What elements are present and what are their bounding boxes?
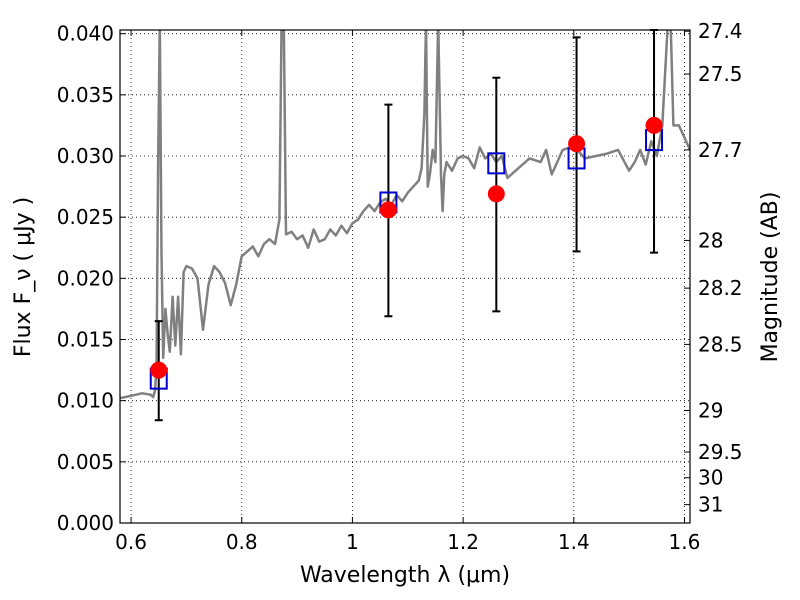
x-axis-title: Wavelength λ (μm)	[300, 563, 510, 588]
y2-tick-label: 28	[698, 228, 723, 252]
y2-tick-label: 29.5	[698, 440, 743, 464]
y-tick-label: 0.035	[57, 83, 114, 107]
x-tick-labels: 0.6 0.8 1 1.2 1.4 1.6	[115, 530, 700, 554]
y2-tick-label: 28.2	[698, 276, 743, 300]
x-tick-label: 0.6	[115, 530, 147, 554]
error-bars	[154, 29, 659, 422]
y2-tick-label: 30	[698, 466, 723, 490]
y-tick-label: 0.005	[57, 450, 114, 474]
axis-ticks	[120, 30, 690, 524]
x-tick-label: 1	[346, 530, 359, 554]
y2-axis-title: Magnitude (AB)	[758, 192, 783, 363]
plot-frame	[119, 29, 691, 524]
observed-point	[379, 201, 397, 219]
observed-point	[568, 135, 586, 153]
model-squares	[149, 129, 664, 390]
y-tick-label: 0.015	[57, 328, 114, 352]
observed-point	[645, 116, 663, 134]
y2-tick-label: 31	[698, 493, 723, 517]
x-tick-label: 0.8	[226, 530, 258, 554]
x-tick-label: 1.2	[447, 530, 479, 554]
model-square	[487, 152, 506, 175]
y-tick-label: 0.000	[57, 511, 114, 535]
observed-point	[150, 361, 168, 379]
y2-tick-label: 27.5	[698, 62, 743, 86]
grid-lines	[120, 30, 690, 524]
x-tick-label: 1.6	[669, 530, 701, 554]
y2-tick-label: 28.5	[698, 332, 743, 356]
spectrum-line	[120, 30, 690, 400]
y-tick-labels: 0.000 0.005 0.010 0.015 0.020 0.025 0.030 0.035…	[57, 22, 114, 535]
y2-tick-label: 29	[698, 398, 723, 422]
y-tick-label: 0.020	[57, 266, 114, 290]
y2-tick-label: 27.7	[698, 138, 743, 162]
y2-tick-labels: 27.4 27.5 27.7 28 28.2 28.5 29 29.530 31	[698, 19, 743, 516]
y-axis-title: Flux F_ν ( μJy )	[11, 197, 36, 357]
y-tick-label: 0.025	[57, 205, 114, 229]
y-tick-label: 0.040	[57, 22, 114, 46]
x-tick-label: 1.4	[558, 530, 590, 554]
observed-points	[150, 116, 663, 379]
y-tick-label: 0.010	[57, 389, 114, 413]
spectrum-layer	[120, 30, 690, 400]
observed-point	[487, 185, 505, 203]
y2-tick-label: 27.4	[698, 19, 743, 43]
y-tick-label: 0.030	[57, 144, 114, 168]
